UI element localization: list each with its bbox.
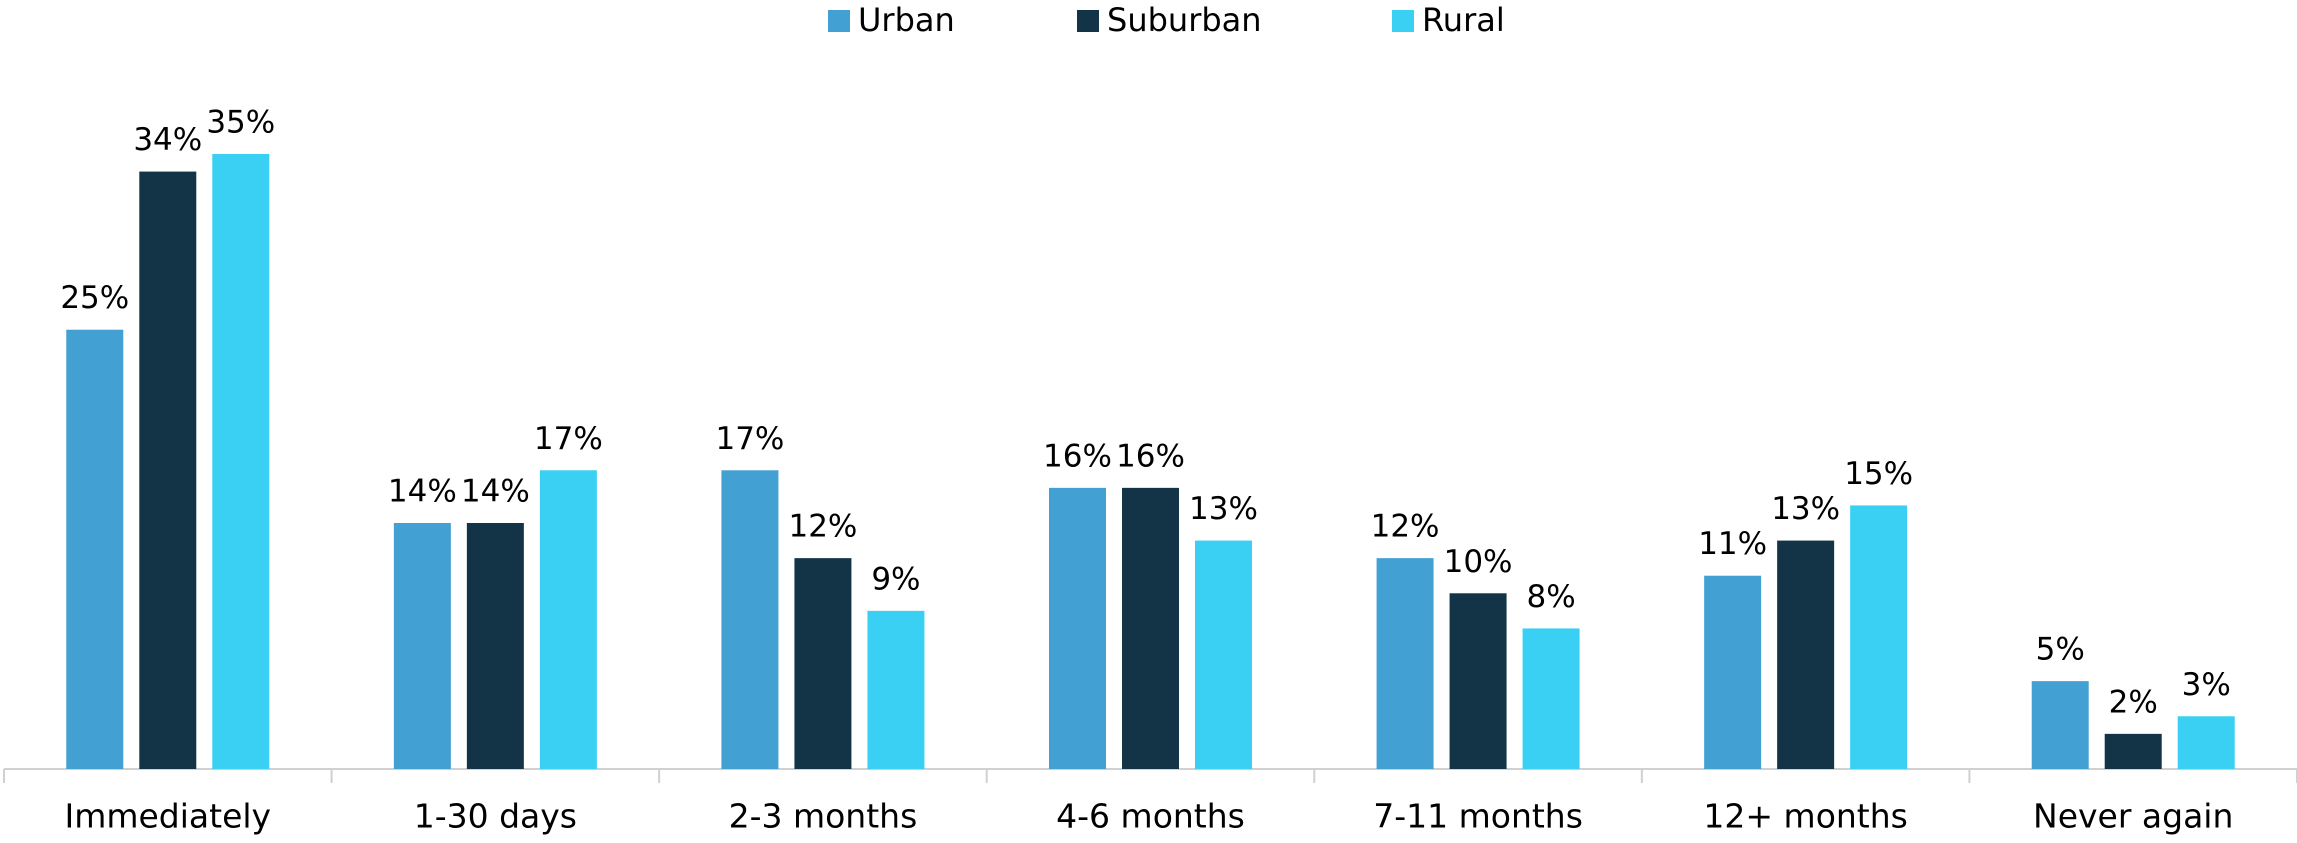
value-label: 17%: [715, 421, 784, 457]
value-label: 35%: [206, 105, 275, 141]
value-label: 9%: [871, 561, 920, 597]
value-label: 8%: [1526, 579, 1575, 615]
bar: [1195, 540, 1252, 769]
bar: [539, 470, 597, 769]
bar: [2177, 716, 2235, 769]
value-label: 5%: [2036, 632, 2085, 668]
x-tick-label: 2-3 months: [729, 797, 918, 836]
value-label: 12%: [788, 509, 857, 545]
bar: [1777, 540, 1835, 769]
x-tick-label: 12+ months: [1703, 797, 1907, 836]
x-tick-label: Immediately: [64, 797, 271, 836]
value-label: 14%: [461, 474, 530, 510]
bar: [721, 470, 779, 769]
bar: [1850, 505, 1908, 769]
legend-label: Rural: [1422, 1, 1505, 39]
bar: [1376, 558, 1434, 769]
bar: [2104, 733, 2162, 769]
bar: [1449, 593, 1507, 769]
x-tick-label: 7-11 months: [1373, 797, 1583, 836]
x-tick-label: 4-6 months: [1056, 797, 1245, 836]
value-label: 34%: [133, 122, 202, 158]
legend-swatch: [828, 10, 850, 32]
legend-label: Suburban: [1107, 1, 1262, 39]
value-label: 3%: [2182, 667, 2231, 703]
bar: [1522, 628, 1580, 769]
x-tick-label: 1-30 days: [414, 797, 577, 836]
legend-swatch: [1077, 10, 1099, 32]
bar: [66, 329, 124, 769]
value-label: 17%: [534, 421, 603, 457]
bar: [212, 154, 270, 769]
legend-swatch: [1392, 10, 1414, 32]
value-label: 12%: [1371, 509, 1440, 545]
value-label: 25%: [60, 280, 129, 316]
value-label: 10%: [1444, 544, 1513, 580]
bar: [1122, 487, 1179, 769]
value-label: 2%: [2109, 684, 2158, 720]
bar: [466, 523, 524, 769]
value-label: 14%: [388, 474, 457, 510]
bar: [794, 558, 852, 769]
value-label: 15%: [1844, 456, 1913, 492]
bar: [139, 171, 197, 770]
bar: [1704, 575, 1762, 769]
x-tick-label: Never again: [2033, 797, 2233, 836]
bar: [1049, 487, 1106, 769]
value-label: 13%: [1189, 491, 1258, 527]
bar: [2031, 681, 2089, 769]
value-label: 16%: [1116, 438, 1185, 474]
value-label: 13%: [1771, 491, 1840, 527]
bar: [393, 523, 451, 769]
legend-label: Urban: [858, 1, 955, 39]
value-label: 16%: [1043, 438, 1112, 474]
value-label: 11%: [1698, 526, 1767, 562]
bar: [867, 610, 925, 769]
